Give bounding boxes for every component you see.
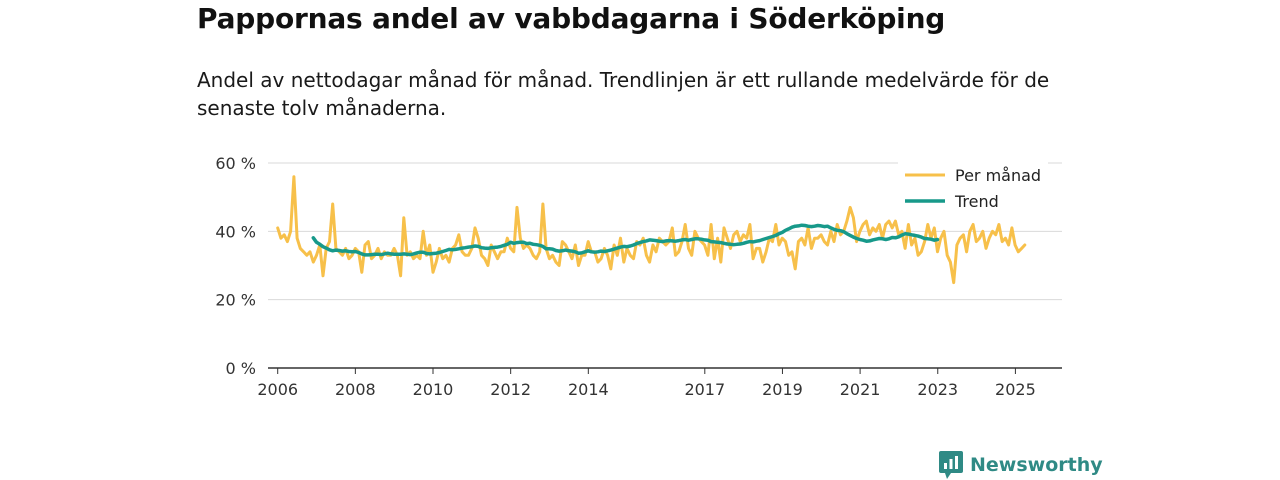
x-tick-label: 2025 bbox=[995, 380, 1036, 399]
line-chart: 0 % 20 % 40 % 60 % 2006 2008 2010 2012 2014 2017… bbox=[215, 154, 1062, 399]
y-tick-label: 0 % bbox=[226, 359, 256, 378]
legend: Per månad Trend bbox=[898, 158, 1048, 216]
x-tick-label: 2017 bbox=[684, 380, 725, 399]
chart-subtitle: Andel av nettodagar månad för månad. Tre… bbox=[197, 68, 1050, 120]
x-tick-label: 2019 bbox=[762, 380, 803, 399]
x-tick-label: 2006 bbox=[257, 380, 298, 399]
y-tick-label: 20 % bbox=[215, 291, 256, 310]
x-tick-label: 2008 bbox=[335, 380, 376, 399]
x-tick-label: 2023 bbox=[917, 380, 958, 399]
series-line-trend bbox=[311, 223, 940, 257]
y-axis-ticks: 0 % 20 % 40 % 60 % bbox=[215, 154, 256, 378]
newsworthy-logo-icon bbox=[939, 451, 963, 479]
x-tick-label: 2021 bbox=[840, 380, 881, 399]
series-line-per-manad bbox=[276, 175, 1027, 285]
legend-label-trend: Trend bbox=[954, 192, 999, 211]
x-axis: 2006 2008 2010 2012 2014 2017 2019 2021 2023 2025 bbox=[257, 367, 1062, 399]
x-tick-label: 2012 bbox=[490, 380, 531, 399]
y-tick-label: 60 % bbox=[215, 154, 256, 173]
x-tick-label: 2010 bbox=[413, 380, 454, 399]
x-tick-label: 2014 bbox=[568, 380, 609, 399]
brand-name: Newsworthy bbox=[970, 454, 1103, 476]
legend-label-per-manad: Per månad bbox=[955, 166, 1041, 185]
y-tick-label: 40 % bbox=[215, 222, 256, 241]
chart-title: Pappornas andel av vabbdagarna i Söderkö… bbox=[197, 2, 946, 35]
newsworthy-logo: Newsworthy bbox=[939, 451, 1103, 479]
legend-background bbox=[898, 158, 1048, 216]
series-layer bbox=[276, 175, 1027, 285]
